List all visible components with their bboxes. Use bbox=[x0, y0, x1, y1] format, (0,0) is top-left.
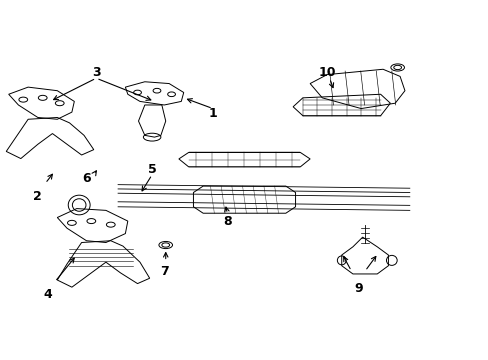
Text: 6: 6 bbox=[82, 172, 91, 185]
Text: 5: 5 bbox=[147, 163, 156, 176]
Text: 8: 8 bbox=[223, 215, 231, 228]
Text: 3: 3 bbox=[92, 66, 101, 79]
Text: 7: 7 bbox=[160, 265, 168, 278]
Text: 10: 10 bbox=[318, 66, 335, 79]
Text: 1: 1 bbox=[208, 107, 217, 120]
Text: 9: 9 bbox=[354, 283, 362, 296]
Text: 2: 2 bbox=[33, 190, 42, 203]
Text: 4: 4 bbox=[43, 288, 52, 301]
